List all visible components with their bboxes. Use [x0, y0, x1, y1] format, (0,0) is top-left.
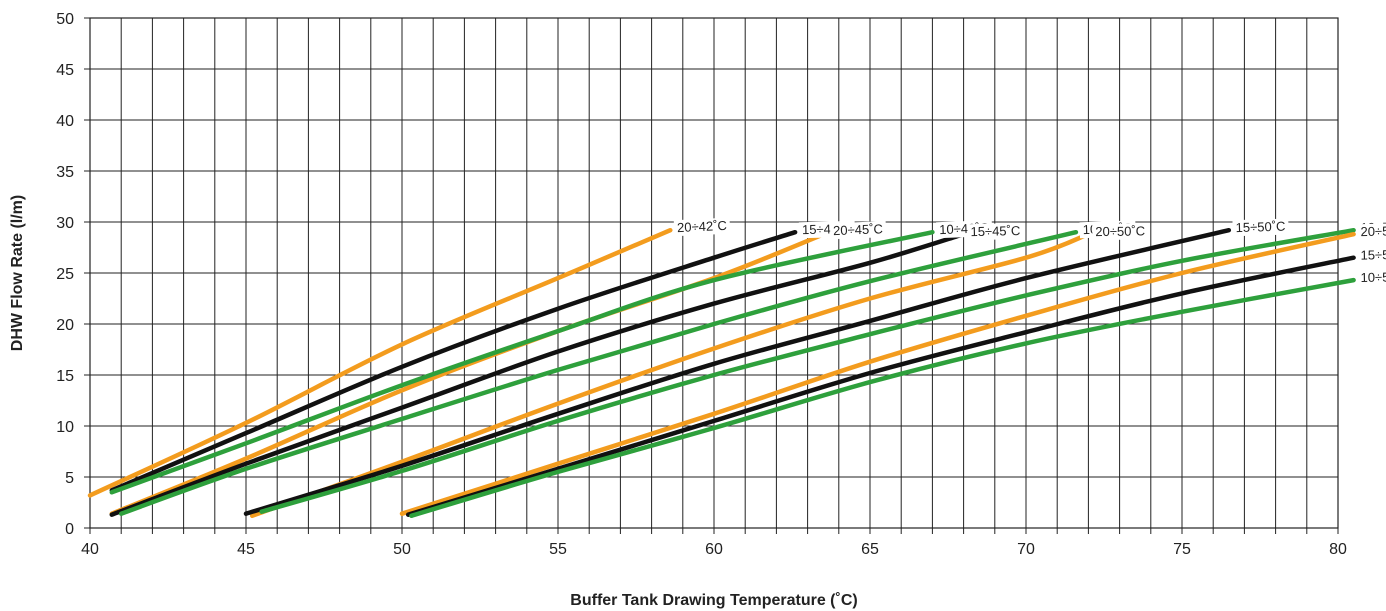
- curve-label: 20÷50˚C: [1092, 223, 1149, 241]
- y-tick-label: 45: [56, 62, 74, 79]
- curve-label-background: [1232, 218, 1289, 237]
- x-tick-label: 70: [1017, 541, 1035, 558]
- curve-label: 20÷45˚C: [829, 221, 887, 240]
- tick-labels: 40 45 50 55 60 65 70 75 80 0 5 10 15 20 25 30 35 40 45 50: [56, 11, 1347, 558]
- curve-label-text: 15÷50˚C: [1235, 219, 1285, 235]
- series-line: [405, 255, 1356, 517]
- curve-label-background: [1092, 223, 1149, 241]
- y-tick-label: 50: [56, 11, 74, 28]
- curve-labels: 20÷42˚C15÷42˚C20÷45˚C10÷42˚C15÷45˚C10÷45…: [673, 217, 1386, 287]
- series-line: [399, 231, 1356, 516]
- series-line: [259, 227, 1356, 514]
- curve-label-text: 20÷55˚C: [1360, 223, 1386, 239]
- curve-label-text: 10÷55˚C: [1360, 269, 1386, 285]
- curve-label-background: [673, 217, 731, 237]
- x-tick-label: 50: [393, 541, 411, 558]
- x-tick-label: 60: [705, 541, 723, 558]
- series-line: [109, 231, 966, 517]
- y-tick-label: 0: [65, 521, 74, 538]
- curve-label-background: [1357, 246, 1386, 264]
- curve-label-text: 20÷50˚C: [1095, 223, 1145, 239]
- y-tick-label: 10: [56, 419, 74, 436]
- curve-label-background: [829, 221, 887, 240]
- x-tick-label: 40: [81, 541, 99, 558]
- curve-label: 20÷55˚C: [1357, 222, 1386, 241]
- curve-label-background: [967, 223, 1024, 241]
- y-tick-label: 40: [56, 113, 74, 130]
- series-layer: [87, 227, 1356, 519]
- x-axis-title: Buffer Tank Drawing Temperature (˚C): [570, 592, 857, 609]
- y-tick-label: 15: [56, 368, 74, 385]
- y-axis-title: DHW Flow Rate (l/m): [9, 195, 26, 351]
- x-tick-label: 65: [861, 541, 879, 558]
- curve-label-text: 20÷45˚C: [833, 221, 883, 238]
- y-tick-label: 20: [56, 317, 74, 334]
- series-line: [118, 229, 1079, 516]
- curve-label-text: 15÷55˚C: [1360, 247, 1386, 263]
- series-line: [243, 227, 1232, 516]
- curve-label-background: [1357, 222, 1386, 241]
- y-tick-label: 25: [56, 266, 74, 283]
- y-tick-label: 35: [56, 164, 74, 181]
- series-line: [409, 277, 1356, 519]
- curve-label: 20÷42˚C: [673, 217, 731, 237]
- y-tick-label: 30: [56, 215, 74, 232]
- curve-label: 10÷55˚C: [1357, 269, 1386, 287]
- plot-area-border: [89, 17, 1339, 529]
- curve-label-text: 15÷45˚C: [970, 223, 1020, 239]
- series-line: [249, 231, 1091, 519]
- x-tick-label: 80: [1329, 541, 1347, 558]
- series-line: [109, 229, 935, 495]
- x-tick-label: 55: [549, 541, 567, 558]
- curve-label: 15÷50˚C: [1232, 218, 1289, 237]
- curve-label: 15÷55˚C: [1357, 246, 1386, 264]
- series-line: [87, 227, 673, 498]
- curve-label-text: 20÷42˚C: [677, 218, 727, 235]
- x-tick-label: 45: [237, 541, 255, 558]
- series-line: [109, 229, 798, 493]
- curve-label-background: [1357, 269, 1386, 287]
- x-tick-label: 75: [1173, 541, 1191, 558]
- curve-label: 15÷45˚C: [967, 223, 1024, 241]
- y-tick-label: 5: [65, 470, 74, 487]
